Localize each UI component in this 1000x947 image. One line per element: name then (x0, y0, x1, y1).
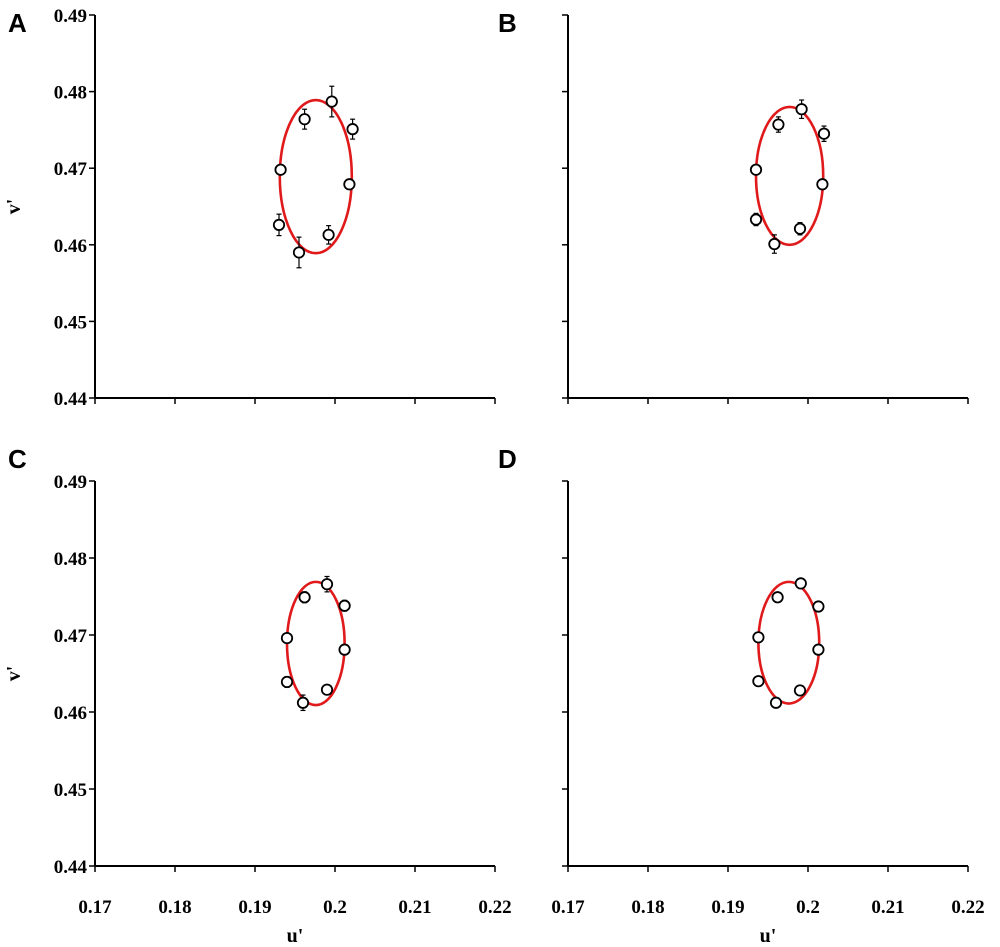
panel-b-point-2 (795, 103, 808, 116)
panel-c-point-6 (296, 696, 310, 709)
panel-c-y-tick-label-1: 0.45 (54, 780, 87, 801)
panel-d-point-2 (794, 577, 807, 590)
panel-d-x-axis-title: u' (760, 925, 777, 947)
panel-a-point-6 (292, 246, 306, 259)
panel-c-point-5 (320, 683, 334, 696)
panel-c-point-4 (338, 643, 351, 656)
panel-b-point-0 (749, 163, 763, 176)
panel-c-x-tick-label-5: 0.22 (478, 897, 511, 918)
panel-a-y-tick-label-0: 0.44 (54, 389, 88, 410)
panel-a: A 0.44 0.45 0.46 0.47 0.48 0.49 v' (3, 6, 496, 410)
panel-d-point-4 (812, 643, 825, 656)
panel-b-point-6 (768, 237, 781, 251)
panel-c-letter: C (8, 444, 27, 474)
panel-a-y-tick-label-1: 0.45 (54, 312, 87, 333)
panel-c-x-tick-label-2: 0.19 (238, 897, 271, 918)
panel-c-x-tick-label-4: 0.21 (398, 897, 431, 918)
panel-d-x-tick-label-3: 0.2 (796, 897, 820, 918)
panel-c-y-tick-label-2: 0.46 (54, 703, 87, 724)
panel-a-point-1 (298, 113, 311, 126)
panel-a-point-2 (325, 95, 338, 108)
panel-b-point-7 (749, 213, 763, 226)
panel-c-x-tick-label-1: 0.18 (158, 897, 191, 918)
panel-a-point-0 (274, 163, 287, 176)
panel-a-letter: A (8, 8, 27, 38)
panel-a-point-5 (322, 228, 335, 241)
panel-d-x-tick-label-0: 0.17 (551, 897, 585, 918)
panel-d-point-3 (812, 600, 825, 613)
panel-d-ellipse (757, 580, 821, 705)
panel-a-y-axis-title: v' (3, 199, 25, 215)
panel-c-point-2 (320, 578, 334, 591)
panel-c-y-tick-label-3: 0.47 (54, 626, 88, 647)
panel-d-point-7 (752, 675, 765, 688)
panel-c-x-tick-label-0: 0.17 (78, 897, 112, 918)
panel-c-y-axis-title: v' (3, 666, 25, 682)
panel-c-point-1 (298, 591, 311, 604)
panel-d: D 0.17 0.18 0.19 0.2 0.21 0.22 u' (498, 444, 985, 947)
panel-a-y-tick-label-4: 0.48 (54, 83, 87, 104)
panel-d-letter: D (498, 444, 517, 474)
panel-c-ellipse (285, 580, 346, 707)
panel-d-x-tick-label-5: 0.22 (951, 897, 984, 918)
panel-a-y-tick-label-3: 0.47 (54, 159, 88, 180)
panel-c-x-tick-label-3: 0.2 (323, 897, 347, 918)
panel-b-letter: B (498, 8, 517, 38)
panel-b-point-1 (772, 118, 785, 131)
panel-a-point-7 (272, 218, 286, 231)
panel-c-y-tick-label-5: 0.49 (54, 472, 87, 493)
panel-a-point-4 (343, 178, 356, 191)
panel-a-y-tick-label-5: 0.49 (54, 6, 87, 27)
panel-d-point-0 (752, 631, 765, 644)
panel-d-x-tick-label-4: 0.21 (871, 897, 904, 918)
panel-a-y-tick-label-2: 0.46 (54, 236, 87, 257)
panel-c-y-tick-label-4: 0.48 (54, 549, 87, 570)
panel-d-x-tick-label-2: 0.19 (711, 897, 744, 918)
panel-c-point-3 (338, 599, 351, 612)
panel-a-point-3 (346, 123, 359, 136)
panel-b-ellipse (754, 105, 825, 247)
panel-b: B (498, 8, 969, 404)
panel-b-point-5 (793, 222, 807, 235)
panel-b-point-3 (817, 127, 831, 140)
panel-a-ellipse (278, 98, 354, 255)
panel-b-point-4 (816, 178, 829, 191)
panel-d-x-tick-label-1: 0.18 (631, 897, 664, 918)
panel-c-point-0 (280, 631, 294, 645)
panel-c-point-7 (280, 675, 294, 689)
panel-c-y-tick-label-0: 0.44 (54, 857, 88, 878)
panel-d-point-5 (793, 684, 807, 697)
panel-c: C 0.17 0.18 0.19 0.2 0.21 0.22 0.44 0.45 0.46 0.47… (3, 444, 512, 947)
panel-d-point-6 (769, 696, 783, 709)
panel-d-point-1 (771, 591, 784, 604)
panel-c-x-axis-title: u' (287, 925, 304, 947)
